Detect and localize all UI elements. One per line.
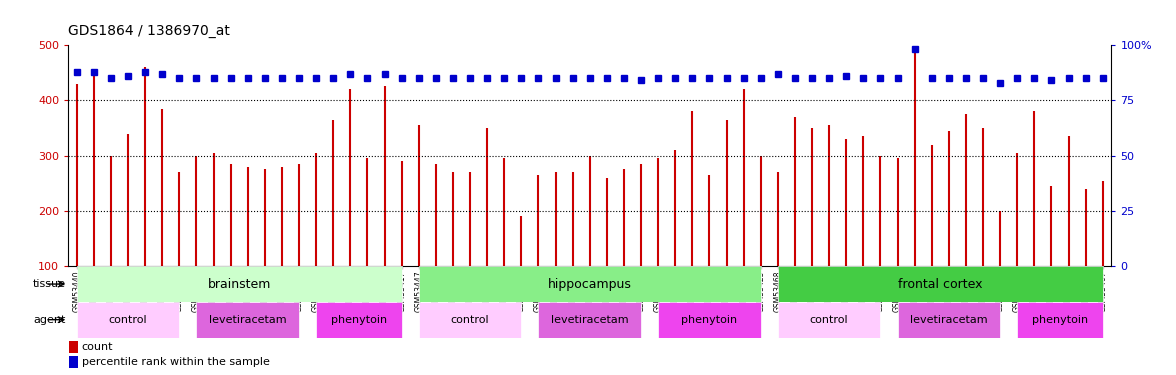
Bar — [196, 302, 299, 338]
Text: frontal cortex: frontal cortex — [898, 278, 983, 291]
Bar — [76, 302, 180, 338]
Bar — [419, 266, 761, 302]
Bar — [69, 356, 78, 368]
Bar — [897, 302, 1000, 338]
Text: levetiracetam: levetiracetam — [209, 315, 287, 325]
Text: tissue: tissue — [33, 279, 66, 289]
Bar — [777, 266, 1103, 302]
Bar — [316, 302, 402, 338]
Bar — [777, 302, 881, 338]
Text: control: control — [108, 315, 147, 325]
Text: control: control — [450, 315, 489, 325]
Text: hippocampus: hippocampus — [548, 278, 632, 291]
Text: control: control — [810, 315, 848, 325]
Text: percentile rank within the sample: percentile rank within the sample — [82, 357, 269, 367]
Text: brainstem: brainstem — [207, 278, 270, 291]
Text: phenytoin: phenytoin — [681, 315, 737, 325]
Text: phenytoin: phenytoin — [1033, 315, 1088, 325]
Text: phenytoin: phenytoin — [330, 315, 387, 325]
Bar — [1017, 302, 1103, 338]
Text: levetiracetam: levetiracetam — [910, 315, 988, 325]
Text: count: count — [82, 342, 113, 352]
Text: agent: agent — [34, 315, 66, 325]
Bar — [659, 302, 761, 338]
Bar — [419, 302, 521, 338]
Text: levetiracetam: levetiracetam — [550, 315, 629, 325]
Bar — [69, 341, 78, 352]
Text: GDS1864 / 1386970_at: GDS1864 / 1386970_at — [68, 24, 230, 38]
Bar — [76, 266, 402, 302]
Bar — [539, 302, 641, 338]
